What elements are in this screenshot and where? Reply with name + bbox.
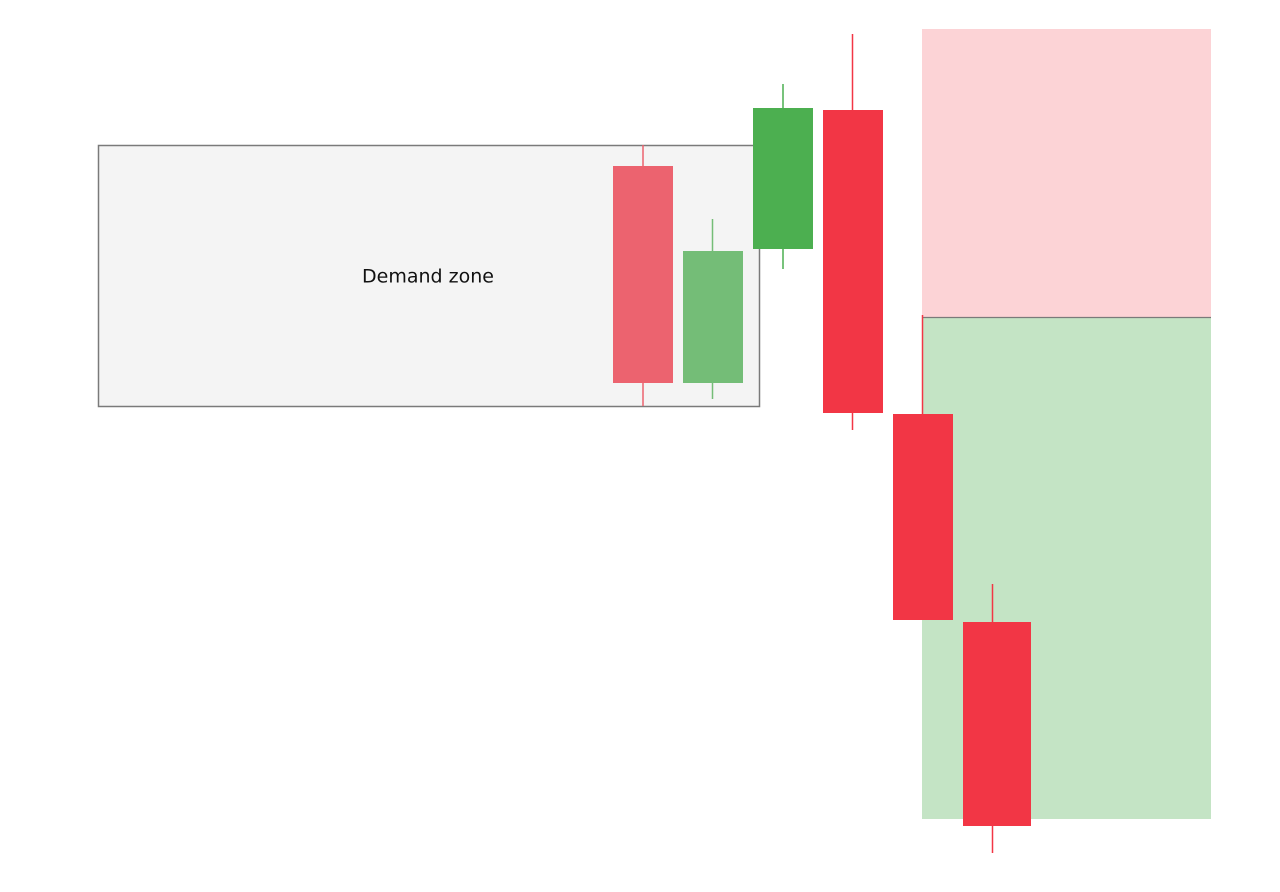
candle <box>963 584 1031 853</box>
body <box>823 110 883 413</box>
candle <box>613 145 673 406</box>
body <box>683 251 743 383</box>
zone-label: Demand zone <box>362 266 494 288</box>
body <box>753 108 813 249</box>
body <box>893 414 953 620</box>
stop-zone <box>922 29 1211 317</box>
candle <box>683 219 743 399</box>
candle <box>823 34 883 430</box>
candle <box>893 315 953 620</box>
body <box>613 166 673 383</box>
candle <box>753 84 813 269</box>
body <box>963 622 1031 826</box>
